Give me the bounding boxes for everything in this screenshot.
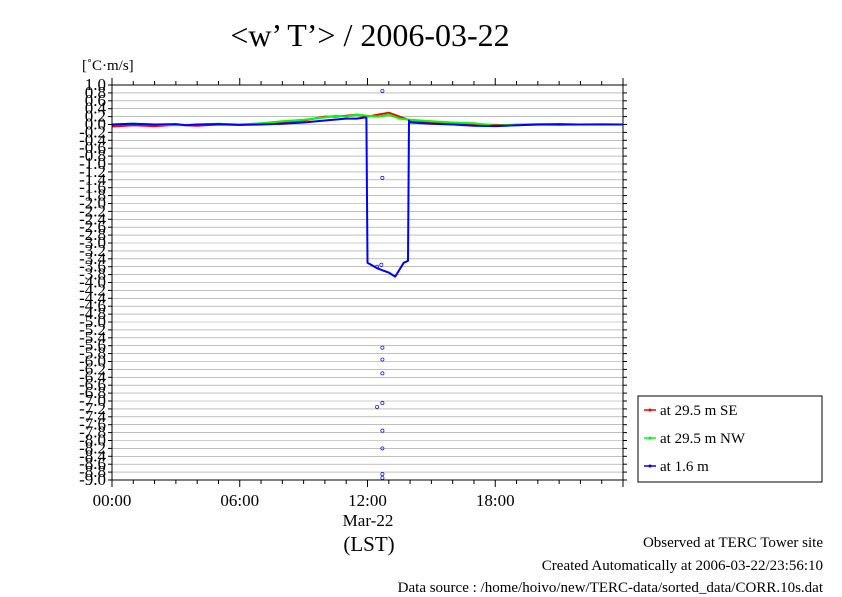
y-tick-label: -2.0 <box>79 194 106 213</box>
scatter-point <box>380 401 385 405</box>
x-tick-label: 18:00 <box>476 491 515 510</box>
legend-marker <box>648 464 652 468</box>
y-tick-label: -4.6 <box>79 296 106 315</box>
y-axis-ticks: 1.00.80.60.40.20.0-0.2-0.4-0.6-0.8-1.0-1… <box>79 75 627 489</box>
scatter-point <box>380 175 385 180</box>
y-tick-label: -6.4 <box>79 367 106 386</box>
footer-created: Created Automatically at 2006-03-22/23:5… <box>541 558 823 574</box>
scatter-point <box>380 88 385 93</box>
legend-label: at 29.5 m SE <box>660 403 738 419</box>
y-tick-label: -7.4 <box>79 407 106 426</box>
y-tick-label: -3.8 <box>79 265 106 284</box>
y-tick-label: 0.2 <box>85 107 106 126</box>
y-tick-label: 1.0 <box>85 75 106 94</box>
scatter-point <box>380 357 385 362</box>
plot-frame <box>111 84 624 481</box>
legend-marker <box>648 408 652 412</box>
y-tick-label: -3.0 <box>79 233 106 252</box>
y-tick-label: -0.6 <box>79 138 106 157</box>
legend-items: at 29.5 m SE at 29.5 m NW at 1.6 m <box>644 403 746 475</box>
y-tick-label: -6.6 <box>79 375 106 394</box>
y-tick-label: -1.4 <box>79 170 106 189</box>
y-tick-label: 0.6 <box>85 91 106 110</box>
y-axis-label: [˚C·m/s] <box>82 58 134 74</box>
series-line <box>111 116 623 278</box>
y-tick-label: -6.2 <box>79 359 106 378</box>
y-tick-label: -6.8 <box>79 383 106 402</box>
chart-title: <w’ T’> / 2006-03-22 <box>230 17 509 53</box>
x-tick-label: 00:00 <box>93 491 132 510</box>
y-tick-label: -2.6 <box>79 217 106 236</box>
scatter-point <box>375 264 380 269</box>
y-tick-label: -7.8 <box>79 423 106 442</box>
y-tick-label: 0.4 <box>85 99 107 118</box>
y-tick-label: -4.2 <box>79 280 106 299</box>
y-tick-label: -6.0 <box>79 352 106 371</box>
y-tick-label: -2.2 <box>79 201 106 220</box>
y-tick-label: -5.8 <box>79 344 106 363</box>
y-tick-label: -3.2 <box>79 241 106 260</box>
y-tick-label: -1.6 <box>79 178 106 197</box>
scatter-markers <box>375 88 385 480</box>
scatter-point <box>380 472 385 477</box>
y-tick-label: -2.8 <box>79 225 106 244</box>
legend-label: at 1.6 m <box>660 459 709 475</box>
y-tick-label: -5.0 <box>79 312 106 331</box>
y-tick-label: -7.6 <box>79 415 106 434</box>
y-tick-label: -2.4 <box>79 209 106 228</box>
y-tick-label: -5.4 <box>79 328 106 347</box>
y-tick-label: -7.0 <box>79 391 106 410</box>
y-tick-label: -4.4 <box>79 288 106 307</box>
y-tick-label: 0.0 <box>85 115 106 134</box>
y-tick-label: -1.2 <box>79 162 106 181</box>
y-tick-label: -4.0 <box>79 273 106 292</box>
y-tick-label: -3.6 <box>79 257 106 276</box>
x-axis-label: (LST) <box>343 532 394 556</box>
legend-box <box>637 395 823 483</box>
y-tick-label: -8.4 <box>79 446 106 465</box>
y-tick-label: -9.0 <box>79 470 106 489</box>
series-lines <box>111 111 624 278</box>
x-axis-ticks: 00:00 06:00 12:00 18:00 <box>93 78 624 510</box>
legend-label: at 29.5 m NW <box>660 431 746 447</box>
scatter-point <box>375 404 380 409</box>
footer-observed: Observed at TERC Tower site <box>642 535 823 551</box>
y-tick-label: -0.2 <box>79 122 106 141</box>
y-tick-label: -0.8 <box>79 146 106 165</box>
y-tick-label: -8.0 <box>79 431 106 450</box>
y-tick-label: -1.0 <box>79 154 106 173</box>
scatter-point <box>380 446 385 451</box>
y-tick-label: -8.6 <box>79 454 106 473</box>
y-tick-label: -5.2 <box>79 320 106 339</box>
legend-marker <box>648 436 652 440</box>
footer-source: Data source : /home/hoivo/new/TERC-data/… <box>397 580 823 596</box>
x-tick-label: 06:00 <box>220 491 259 510</box>
scatter-point <box>380 371 385 376</box>
y-tick-label: -5.6 <box>79 336 106 355</box>
x-date-label: Mar-22 <box>343 511 394 530</box>
x-tick-label: 12:00 <box>348 491 387 510</box>
y-tick-label: -3.4 <box>79 249 106 268</box>
scatter-point <box>380 428 385 433</box>
y-tick-label: -4.8 <box>79 304 106 323</box>
y-tick-label: -7.2 <box>79 399 106 418</box>
y-tick-label: -8.2 <box>79 438 106 457</box>
scatter-point <box>380 476 385 480</box>
y-tick-label: 0.8 <box>85 83 106 102</box>
scatter-point <box>379 262 384 267</box>
legend: at 29.5 m SE at 29.5 m NW at 1.6 m <box>637 395 823 483</box>
y-tick-label: -1.8 <box>79 186 106 205</box>
y-tick-label: -8.8 <box>79 462 106 481</box>
y-tick-label: -0.4 <box>79 130 106 149</box>
scatter-point <box>380 345 385 350</box>
